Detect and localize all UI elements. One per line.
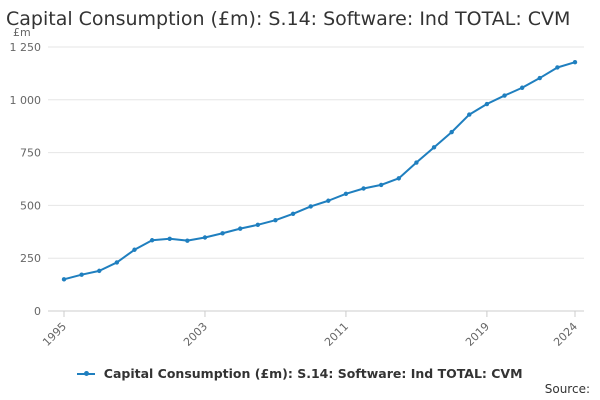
legend-swatch [77, 370, 96, 376]
data-point [132, 247, 137, 252]
x-tick-label: 2024 [551, 320, 580, 349]
gridlines [48, 46, 584, 259]
axes [48, 310, 584, 317]
data-point [61, 277, 67, 282]
data-point [449, 129, 454, 135]
y-tick-label: 500 [20, 199, 41, 212]
source-label: Source: [544, 382, 590, 396]
data-point [396, 176, 401, 181]
data-point [484, 101, 490, 107]
legend-label: Capital Consumption (£m): S.14: Software… [103, 366, 523, 381]
data-point [378, 182, 384, 188]
data-point [519, 85, 525, 90]
series-group [61, 60, 578, 282]
x-tick-label: 2011 [322, 320, 351, 349]
data-point [537, 75, 542, 81]
data-point [167, 236, 172, 241]
data-point [220, 231, 225, 236]
x-tick-label: 1995 [40, 320, 69, 349]
data-point [326, 198, 331, 203]
data-point [97, 268, 102, 274]
data-point [290, 211, 296, 217]
data-point [431, 145, 437, 150]
y-tick-label: 750 [20, 147, 41, 160]
x-tick-label: 2019 [463, 320, 492, 349]
data-point [361, 186, 366, 191]
series-line [63, 61, 576, 281]
data-point [238, 226, 243, 231]
data-point [255, 222, 261, 228]
y-axis-unit-label: £m [13, 26, 31, 39]
data-point [555, 65, 560, 70]
y-tick-label: 250 [20, 252, 41, 265]
y-tick-label: 0 [34, 305, 41, 318]
x-tick-labels: 1995 2003 2011 2019 2024 [40, 320, 580, 349]
chart-title: Capital Consumption (£m): S.14: Software… [6, 8, 571, 30]
data-point [308, 204, 313, 209]
data-point [502, 93, 507, 98]
y-tick-label: 1 250 [10, 41, 42, 54]
data-point [414, 160, 419, 165]
data-point [185, 238, 190, 243]
data-point [114, 260, 120, 265]
data-point [202, 235, 208, 240]
data-point [343, 191, 349, 196]
data-point [572, 60, 578, 65]
legend[interactable]: Capital Consumption (£m): S.14: Software… [0, 366, 600, 381]
x-tick-label: 2003 [181, 320, 210, 349]
data-point [79, 272, 84, 277]
data-point [467, 112, 472, 117]
data-point [273, 217, 278, 223]
y-tick-label: 1 000 [10, 94, 42, 107]
data-point [149, 238, 155, 243]
y-tick-labels: 0 250 500 750 1 000 1 250 £m [10, 26, 42, 318]
